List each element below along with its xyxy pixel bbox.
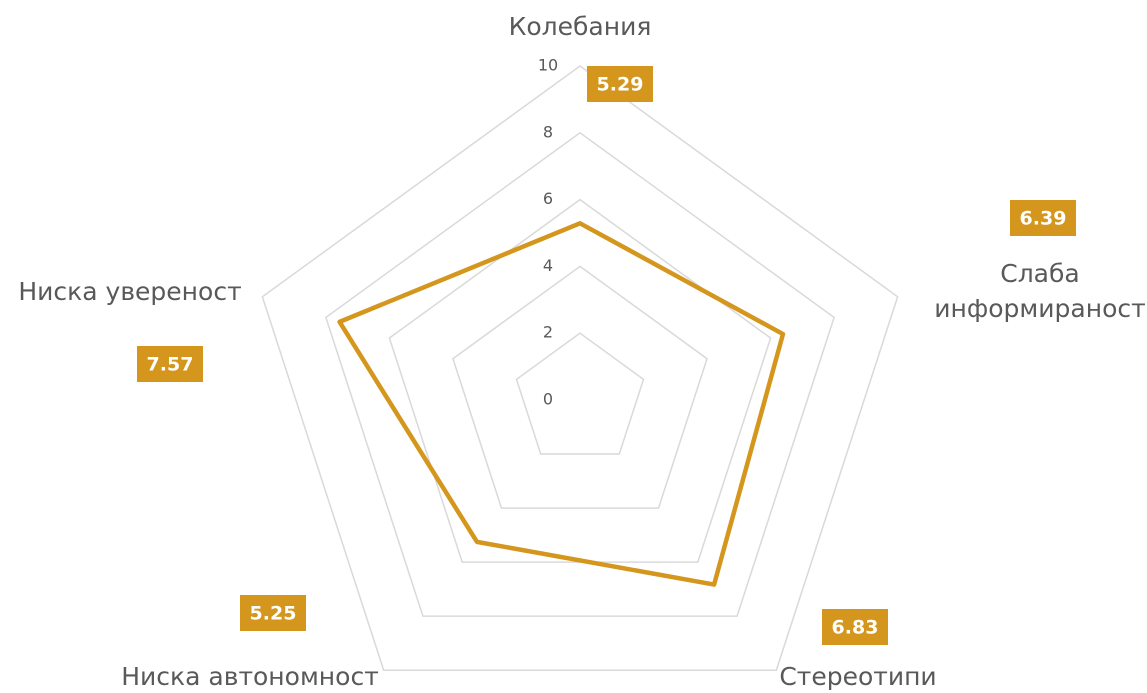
r-tick-label: 8 [543,122,553,141]
radar-line [337,221,786,587]
grid-line [261,65,899,671]
category-label: Слаба информираност [934,259,1145,323]
r-tick-label: 6 [543,189,553,208]
grid-line [515,332,645,455]
value-label-box [240,595,306,631]
value-label: 6.83 [832,617,879,639]
r-tick-label: 4 [543,256,553,275]
grid-line [452,265,708,509]
category-label: Ниска увереност [18,277,241,306]
value-label: 7.57 [147,354,194,376]
value-label: 6.39 [1020,208,1067,230]
category-label: Стереотипи [779,662,936,691]
value-label-box [1010,200,1076,236]
category-label: Ниска автономност [121,662,379,691]
value-label: 5.29 [597,74,644,96]
category-label: Колебания [509,12,652,41]
value-label-box [822,609,888,645]
grid-line [324,131,836,617]
r-tick-label: 2 [543,323,553,342]
value-label: 5.25 [250,603,297,625]
r-tick-label: 10 [538,56,558,75]
value-label-box [587,66,653,102]
r-tick-label: 0 [543,390,553,409]
value-label-box [137,346,203,382]
